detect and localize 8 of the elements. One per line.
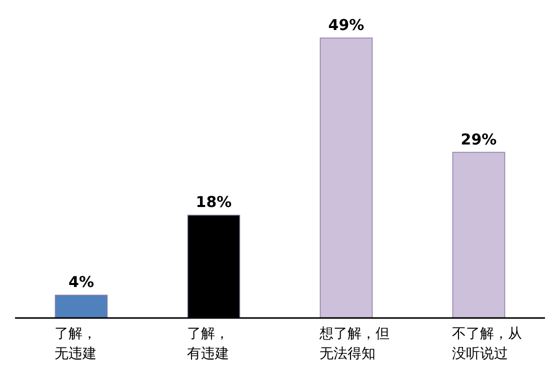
x-tick-label: 不了解，从没听说过 <box>452 326 522 362</box>
data-label: 18% <box>196 193 232 212</box>
data-label: 49% <box>328 16 364 34</box>
x-tick-label: 了解，无违建 <box>54 326 96 362</box>
x-tick-label: 了解，有违建 <box>186 326 229 362</box>
data-label: 29% <box>460 130 497 148</box>
data-label: 4% <box>68 273 94 292</box>
x-tick-label: 想了解，但无法得知 <box>318 326 390 362</box>
